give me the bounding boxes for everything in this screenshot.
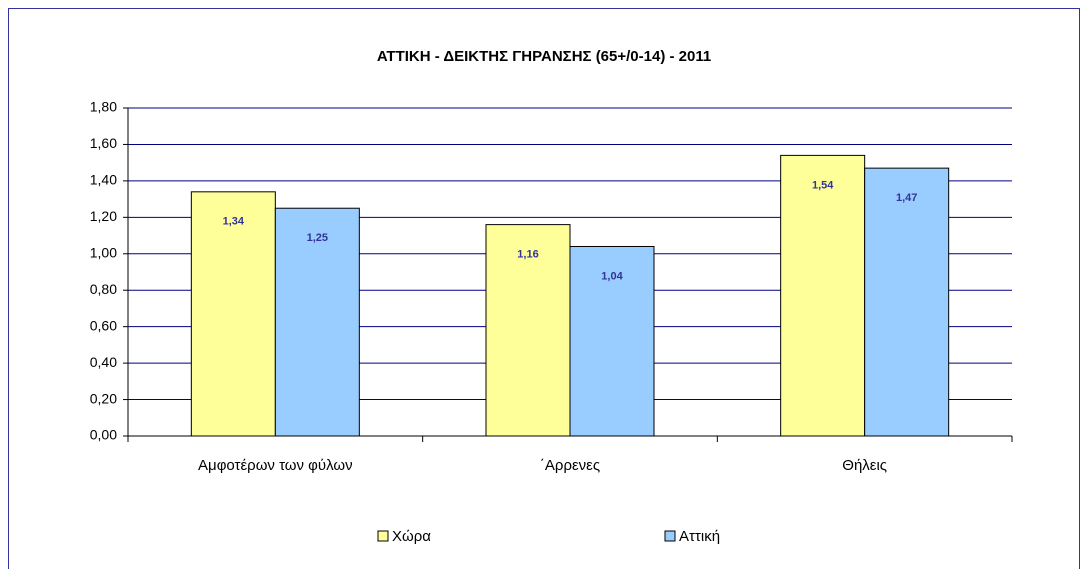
y-tick-label: 1,80: [90, 99, 117, 115]
legend-swatch: [664, 530, 676, 542]
y-tick-label: 1,20: [90, 208, 117, 224]
data-label: 1,25: [307, 232, 328, 244]
legend-label: Αττική: [679, 528, 720, 545]
y-tick-label: 1,40: [90, 172, 117, 188]
y-tick-label: 1,60: [90, 135, 117, 151]
data-label: 1,34: [223, 216, 245, 228]
legend-label: Χώρα: [392, 528, 431, 545]
data-label: 1,47: [896, 192, 917, 204]
bar: [780, 154, 866, 437]
x-tick-label: ΄Αρρενες: [540, 457, 600, 474]
y-tick-label: 0,40: [90, 354, 117, 370]
bar: [274, 207, 360, 437]
chart-title: ΑΤΤΙΚΗ - ΔΕΙΚΤΗΣ ΓΗΡΑΝΣΗΣ (65+/0-14) - 2…: [377, 48, 711, 65]
bar: [569, 245, 655, 437]
x-tick-label: Θήλεις: [842, 457, 887, 474]
data-label: 1,04: [601, 270, 623, 282]
y-tick-label: 0,20: [90, 390, 117, 406]
bar: [190, 191, 276, 437]
y-tick-label: 1,00: [90, 244, 117, 260]
y-tick-label: 0,60: [90, 317, 117, 333]
y-tick-label: 0,00: [90, 427, 117, 443]
y-tick-label: 0,80: [90, 281, 117, 297]
data-label: 1,54: [812, 179, 834, 191]
data-label: 1,16: [517, 249, 538, 261]
legend-swatch: [377, 530, 389, 542]
x-tick-label: Αμφοτέρων των φύλων: [198, 457, 353, 474]
bar: [864, 167, 950, 437]
